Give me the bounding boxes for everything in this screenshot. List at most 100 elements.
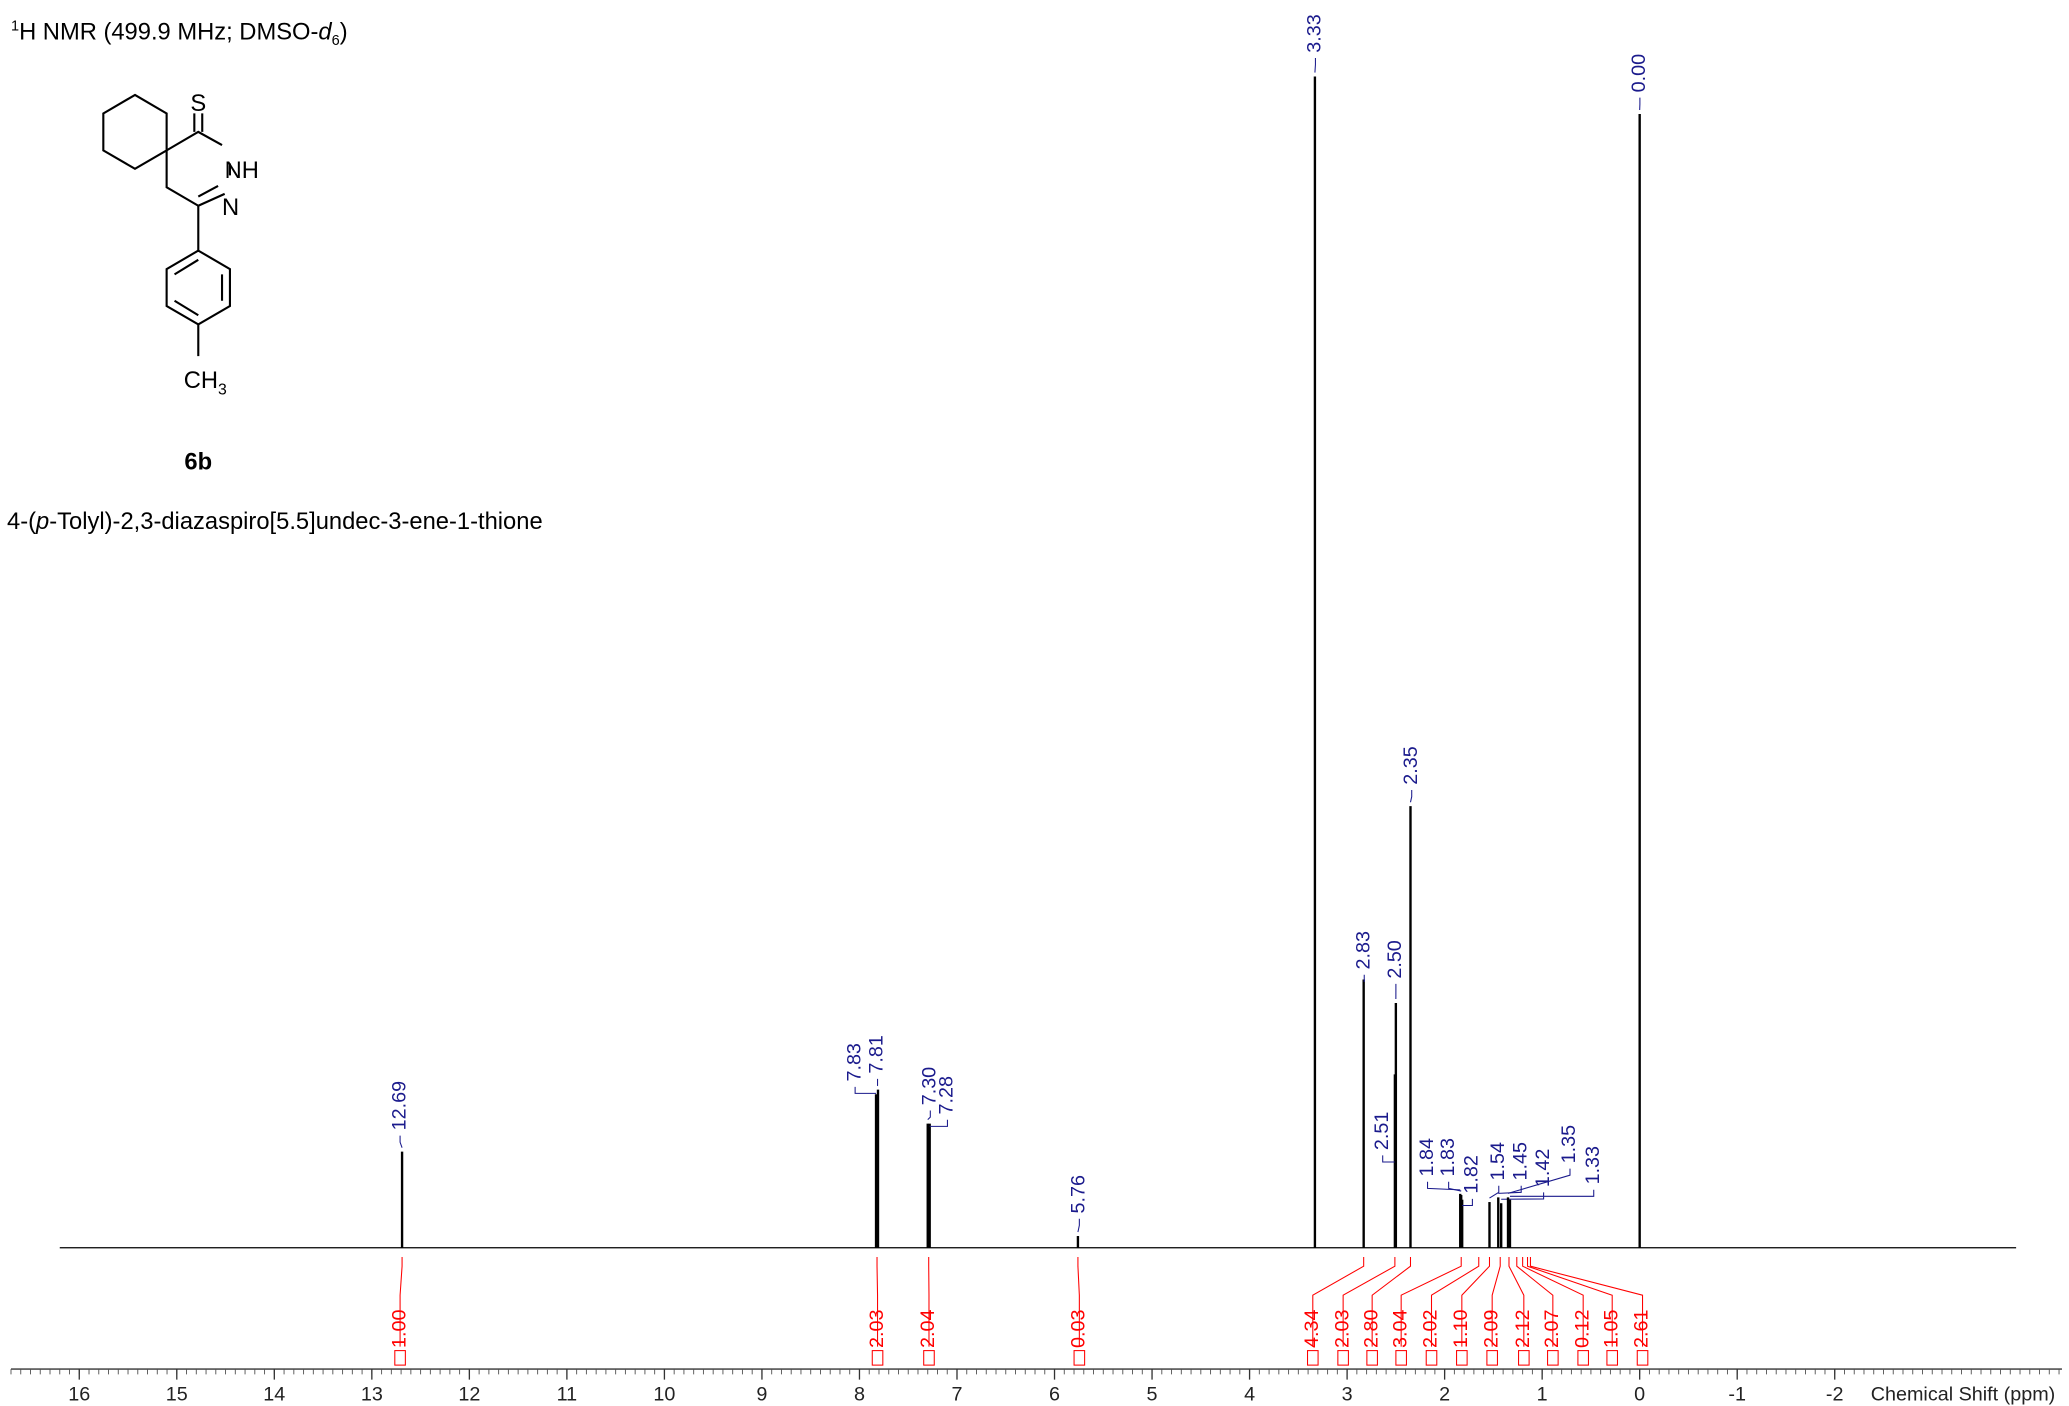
integral-box [1395, 1350, 1407, 1366]
x-tick-label: -2 [1826, 1384, 1844, 1406]
peak-label: 2.83 [1352, 931, 1374, 969]
peak-label: 1.35 [1558, 1125, 1580, 1163]
atom-label: NH [225, 158, 259, 184]
x-tick-label: 3 [1342, 1384, 1353, 1406]
integral-label: 2.03 [1331, 1309, 1353, 1347]
integral-box [923, 1350, 935, 1366]
integral-leader [1342, 1256, 1396, 1347]
peak-leader [1498, 1185, 1522, 1194]
integral-label: 2.04 [917, 1309, 939, 1347]
x-tick-label: 6 [1049, 1384, 1060, 1406]
x-tick-label: 4 [1244, 1384, 1255, 1406]
x-axis-label: Chemical Shift (ppm) [1871, 1384, 2056, 1406]
peak-leader [399, 1135, 403, 1148]
integral-leader [876, 1256, 879, 1347]
name-part: -Tolyl)-2,3-diazaspiro[5.5]undec-3-ene-1… [49, 509, 542, 535]
integral-label: 2.07 [1541, 1309, 1563, 1347]
peak-label: 2.35 [1400, 746, 1422, 784]
title-subscript: 6 [332, 33, 340, 49]
x-tick-label: -1 [1728, 1384, 1746, 1406]
integral-leader [1508, 1256, 1525, 1347]
integral-leader [1371, 1256, 1412, 1347]
cyclohexane-ring [102, 93, 168, 171]
x-tick-label: 13 [361, 1384, 383, 1406]
benzene-inner-bonds [173, 258, 224, 317]
integral-leader [1526, 1256, 1613, 1347]
integral-label: 2.61 [1631, 1309, 1653, 1347]
integral-leader [1491, 1256, 1501, 1347]
integral-box [1518, 1350, 1530, 1366]
integral-label: 2.02 [1420, 1309, 1442, 1347]
integral-label: 2.12 [1512, 1309, 1534, 1347]
x-tick-label: 5 [1147, 1384, 1158, 1406]
x-tick-label: 2 [1439, 1384, 1450, 1406]
integral-label: 4.34 [1301, 1309, 1323, 1347]
chart-title: 1H NMR (499.9 MHz; DMSO-d6) [11, 18, 348, 49]
peak-label: 1.33 [1582, 1146, 1604, 1184]
peak-leader [1409, 790, 1413, 803]
atom-label: N [222, 195, 239, 221]
peak-label: 0.00 [1628, 54, 1650, 92]
peak-leader [1501, 1192, 1545, 1200]
integral-box [1306, 1350, 1319, 1366]
peak-label: 2.51 [1371, 1112, 1393, 1150]
atom-subscript: 3 [218, 381, 227, 398]
peak-label: 7.30 [919, 1067, 941, 1105]
minor-ticks [10, 1369, 2060, 1375]
atom-label: CH3 [184, 368, 227, 399]
compound-label: 6b [184, 450, 212, 476]
integral-leader [1461, 1256, 1491, 1347]
title-text: H NMR (499.9 MHz; DMSO- [19, 20, 318, 46]
peak-label: 1.83 [1437, 1138, 1459, 1176]
integral-box [1366, 1350, 1378, 1366]
peak-leader [1509, 1189, 1595, 1197]
peak-label: 1.82 [1461, 1155, 1483, 1193]
peak-label: 1.42 [1532, 1149, 1554, 1187]
integral-box [1486, 1350, 1498, 1366]
integral-box [1073, 1350, 1086, 1366]
integral-box [1577, 1350, 1589, 1366]
integral-label: 2.09 [1480, 1309, 1502, 1347]
integral-label: 3.04 [1389, 1309, 1411, 1347]
integral-leader [1400, 1256, 1462, 1347]
peak-leader [929, 1119, 948, 1127]
peak-label: 7.83 [843, 1043, 865, 1081]
integral-box [1456, 1350, 1468, 1366]
atom-label: CH [184, 368, 218, 394]
cn-double-bond [197, 185, 226, 207]
integral-leader [399, 1256, 403, 1347]
name-part: 4-( [7, 509, 36, 535]
peak-label: 1.54 [1487, 1142, 1509, 1180]
peak-label: 7.81 [866, 1035, 888, 1073]
integral-label: 2.80 [1360, 1309, 1382, 1347]
integral-leader [1312, 1256, 1365, 1347]
peak-leader [927, 1110, 931, 1120]
peak-label: 7.28 [936, 1076, 958, 1114]
integral-box [394, 1350, 406, 1366]
peak-leader [1462, 1198, 1473, 1207]
benzene-ring [165, 249, 231, 326]
peak-label: 12.69 [388, 1081, 410, 1130]
cs-double-bond [193, 113, 204, 132]
peak-label: 1.45 [1509, 1142, 1531, 1180]
x-tick-label: 8 [854, 1384, 865, 1406]
diazine-ring [165, 130, 231, 207]
x-tick-label: 11 [557, 1384, 578, 1406]
x-tick-label: 7 [951, 1384, 962, 1406]
x-tick-label: 0 [1634, 1384, 1645, 1406]
integral-leader [1077, 1256, 1080, 1347]
x-tick-label: 12 [458, 1384, 480, 1406]
integral-box [871, 1350, 884, 1366]
integral-box [1636, 1350, 1649, 1366]
peak-label: 2.50 [1384, 940, 1406, 978]
integral-leader [1516, 1256, 1554, 1347]
peak-leader [1314, 58, 1316, 73]
peak-leader [1448, 1181, 1462, 1192]
peak-leader [1363, 974, 1365, 982]
integral-label: 1.10 [1450, 1309, 1472, 1347]
atom-label: S [190, 91, 206, 117]
integral-leader [1522, 1256, 1584, 1347]
title-superscript: 1 [11, 18, 19, 34]
